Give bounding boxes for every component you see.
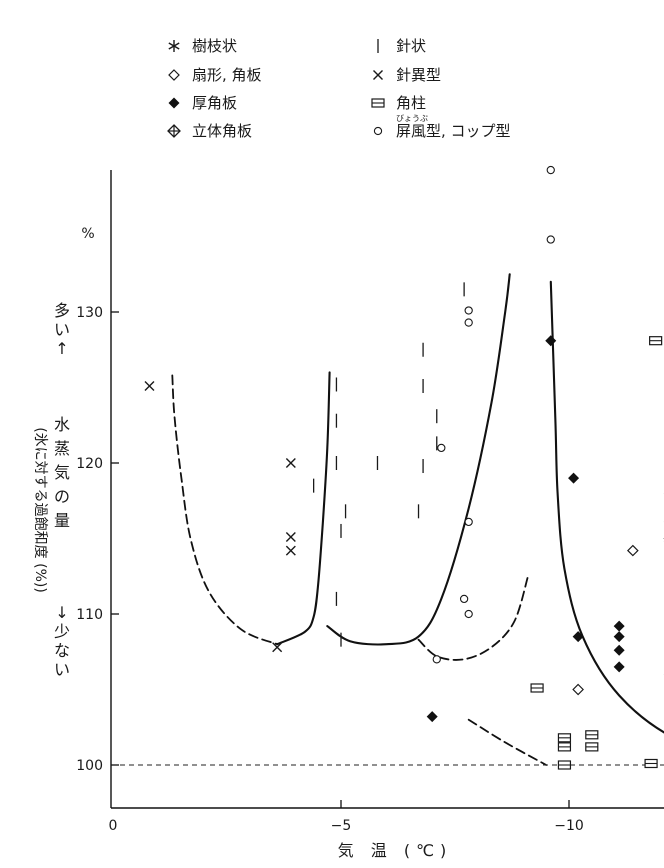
boundary-curve-solid bbox=[277, 372, 329, 644]
x-tick-label: −5 bbox=[331, 818, 352, 834]
point-circle-open bbox=[547, 166, 554, 173]
legend-label: 立体角板 bbox=[192, 122, 252, 140]
point-circle-open bbox=[465, 610, 472, 617]
legend-marker-circle-open bbox=[374, 127, 381, 134]
boundary-curve-dashed bbox=[172, 375, 277, 644]
data-points bbox=[145, 166, 664, 769]
legend-label: 屏風型, コップ型 bbox=[396, 122, 511, 140]
legend-item-asterisk: 樹枝状 bbox=[169, 37, 237, 55]
point-circle-open bbox=[547, 236, 554, 243]
legend-marker-column bbox=[372, 99, 384, 107]
y-axis-title-middle: 水蒸気の量 bbox=[54, 415, 70, 530]
point-circle-open bbox=[465, 307, 472, 314]
legend-marker-asterisk bbox=[169, 40, 179, 52]
boundary-curves bbox=[172, 274, 664, 765]
legend-label: 扇形, 角板 bbox=[192, 66, 262, 84]
point-circle-open bbox=[438, 444, 445, 451]
point-column bbox=[650, 337, 662, 345]
axes bbox=[111, 170, 664, 808]
boundary-curve-dashed bbox=[419, 576, 529, 660]
legend-item-diamond-cross: 立体角板 bbox=[168, 122, 252, 140]
legend-ruby: びょうぶ bbox=[396, 114, 428, 123]
legend-item-diamond-filled: 厚角板 bbox=[169, 94, 238, 112]
x-tick-label: 0 bbox=[109, 818, 118, 834]
point-diamond-open bbox=[573, 685, 583, 695]
y-axis-title-paren: (氷に対する過飽和度 (%)) bbox=[32, 427, 49, 593]
point-circle-open bbox=[433, 656, 440, 663]
point-column bbox=[645, 759, 657, 767]
point-diamond-filled bbox=[614, 661, 625, 672]
point-circle-open bbox=[465, 518, 472, 525]
point-cross bbox=[145, 381, 154, 390]
legend-marker-diamond-filled bbox=[169, 98, 180, 109]
point-cross bbox=[286, 546, 295, 555]
legend-marker-cross bbox=[374, 71, 383, 80]
point-diamond-filled bbox=[614, 621, 625, 632]
point-cross bbox=[286, 459, 295, 468]
boundary-curve-solid bbox=[551, 282, 664, 765]
point-circle-open bbox=[465, 319, 472, 326]
point-column bbox=[558, 761, 570, 769]
y-tick-label: 100 bbox=[76, 758, 103, 774]
legend-label: 針状 bbox=[396, 37, 426, 55]
legend-label: 針異型 bbox=[396, 66, 441, 84]
point-column bbox=[586, 743, 598, 751]
point-column bbox=[558, 743, 570, 751]
point-diamond-filled bbox=[427, 711, 438, 722]
legend-label: 厚角板 bbox=[192, 94, 237, 112]
point-diamond-filled bbox=[568, 473, 579, 484]
y-tick-label: 110 bbox=[76, 607, 103, 623]
boundary-curve-solid bbox=[327, 274, 509, 644]
legend-marker-diamond-cross bbox=[168, 125, 180, 137]
point-diamond-filled bbox=[614, 631, 625, 642]
boundary-curve-dashed bbox=[469, 720, 547, 765]
point-diamond-open bbox=[628, 546, 638, 556]
legend-item-bar: 針状 bbox=[378, 37, 426, 55]
y-tick-label: 120 bbox=[76, 456, 103, 472]
y-axis-title-upper: 多い↑ bbox=[54, 301, 70, 358]
y-axis-title-lower: ↓少ない bbox=[54, 603, 70, 679]
legend-label: 樹枝状 bbox=[192, 37, 237, 55]
legend-item-cross: 針異型 bbox=[374, 66, 442, 84]
y-unit-label: % bbox=[81, 226, 94, 242]
point-diamond-filled bbox=[545, 335, 556, 346]
legend-item-diamond-open: 扇形, 角板 bbox=[169, 66, 262, 84]
point-column bbox=[558, 734, 570, 742]
x-axis-title: 気 温 (℃) bbox=[338, 841, 453, 860]
legend-item-column: 角柱 bbox=[372, 94, 426, 112]
legend-marker-diamond-open bbox=[169, 70, 179, 80]
point-column bbox=[531, 684, 543, 692]
point-diamond-filled bbox=[614, 645, 625, 656]
x-tick-label: −10 bbox=[554, 818, 584, 834]
point-cross bbox=[286, 532, 295, 541]
point-column bbox=[586, 731, 598, 739]
point-circle-open bbox=[461, 595, 468, 602]
y-tick-label: 130 bbox=[76, 305, 103, 321]
legend-label: 角柱 bbox=[396, 94, 426, 112]
